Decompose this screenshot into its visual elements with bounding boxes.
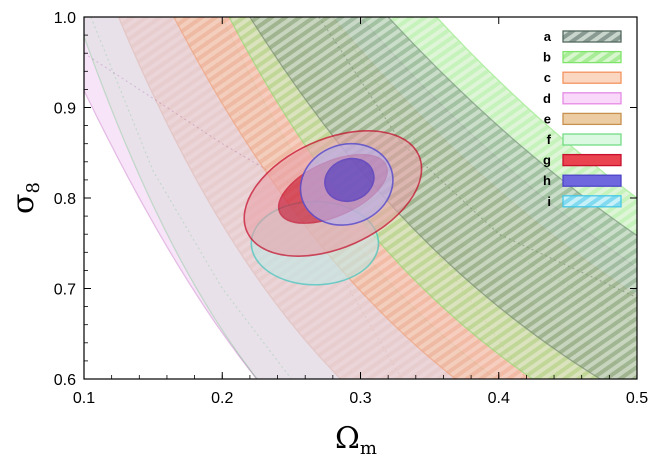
y-axis-title: σ8 bbox=[6, 182, 44, 214]
legend-swatch-hatch-a bbox=[563, 31, 621, 42]
ellipse-h bbox=[299, 142, 394, 226]
legend-item-b: b bbox=[543, 50, 622, 65]
legend-swatch-e bbox=[562, 112, 622, 126]
y-tick-label: 0.8 bbox=[54, 191, 76, 208]
y-axis-subscript: 8 bbox=[23, 182, 44, 193]
y-tick-label: 0.6 bbox=[54, 372, 76, 389]
legend-label: h bbox=[543, 173, 551, 188]
legend-label: a bbox=[544, 29, 552, 44]
legend-item-g: g bbox=[543, 153, 622, 168]
legend-swatch-c bbox=[562, 71, 622, 84]
legend-item-a: a bbox=[544, 29, 622, 44]
legend-label: b bbox=[543, 50, 551, 65]
x-tick-label: 0.3 bbox=[349, 390, 371, 407]
legend-item-c: c bbox=[544, 70, 622, 85]
legend-label: c bbox=[544, 70, 551, 85]
legend-item-e: e bbox=[544, 111, 622, 126]
legend-swatch-d bbox=[562, 92, 622, 105]
x-axis-title: Ωm bbox=[335, 421, 377, 459]
x-axis-symbol: Ω bbox=[335, 421, 360, 456]
x-tick-label: 0.2 bbox=[211, 390, 233, 407]
legend-item-i: i bbox=[547, 194, 622, 209]
legend-label: i bbox=[547, 194, 551, 209]
x-tick-label: 0.1 bbox=[73, 390, 95, 407]
legend-label: f bbox=[547, 132, 552, 147]
legend-item-f: f bbox=[547, 132, 622, 147]
x-tick-label: 0.5 bbox=[626, 390, 648, 407]
y-tick-label: 0.9 bbox=[54, 101, 76, 118]
y-axis-symbol: σ bbox=[6, 193, 41, 213]
y-tick-label: 1.0 bbox=[54, 10, 76, 27]
legend-label: g bbox=[543, 153, 551, 168]
legend-swatch-h bbox=[562, 174, 622, 187]
legend-swatch-hatch-i bbox=[563, 195, 621, 207]
band-a-best-fit bbox=[318, 17, 637, 299]
x-tick-label: 0.4 bbox=[488, 390, 510, 407]
x-axis-subscript: m bbox=[360, 438, 377, 459]
legend-swatch-f bbox=[562, 133, 622, 146]
band-b-edge-right bbox=[436, 17, 637, 199]
band-a-hatch bbox=[249, 17, 637, 379]
legend-item-d: d bbox=[543, 91, 622, 106]
legend-swatch-g bbox=[562, 153, 622, 167]
band-d-edge-left bbox=[84, 88, 258, 379]
y-tick-label: 0.7 bbox=[54, 282, 76, 299]
legend-item-h: h bbox=[543, 173, 622, 188]
legend-label: d bbox=[543, 91, 551, 106]
axis-ticks: 0.1 0.2 0.3 0.4 0.5 0.6 0.7 0.8 0.9 1.0 bbox=[54, 10, 648, 407]
legend-label: e bbox=[544, 111, 551, 126]
constraint-ellipses bbox=[243, 130, 423, 286]
legend-swatch-hatch-b bbox=[563, 51, 621, 63]
ellipse-h-inner bbox=[324, 157, 375, 203]
